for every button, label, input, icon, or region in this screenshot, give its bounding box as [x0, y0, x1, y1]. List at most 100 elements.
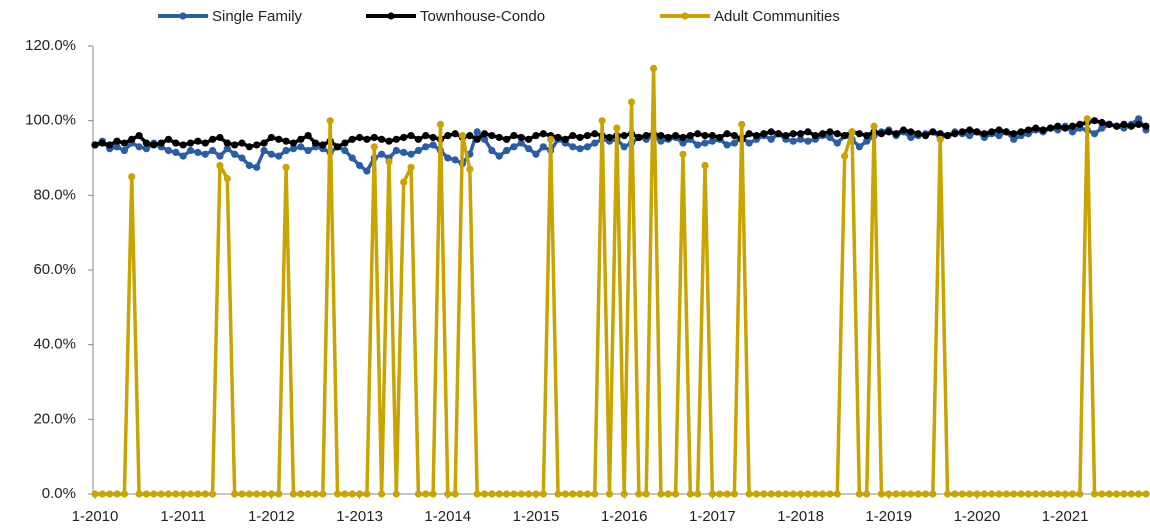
series-marker [1135, 120, 1143, 128]
series-marker [1142, 490, 1150, 498]
series-marker [569, 132, 577, 140]
series-marker [833, 130, 841, 138]
series-marker [951, 490, 959, 498]
series-marker [186, 490, 195, 498]
y-tick-label: 0.0% [42, 485, 76, 502]
series-marker [231, 150, 239, 158]
series-marker [1090, 130, 1099, 138]
series-marker [1039, 490, 1047, 498]
y-tick-label: 80.0% [33, 186, 76, 203]
series-marker [194, 148, 202, 156]
series-marker [525, 490, 533, 498]
series-marker [841, 132, 849, 140]
series-marker [429, 141, 437, 149]
series-marker [128, 173, 136, 181]
y-tick-label: 20.0% [33, 410, 76, 427]
series-marker [752, 132, 761, 140]
series-marker [539, 490, 547, 498]
series-marker [289, 490, 298, 498]
series-marker [91, 141, 99, 149]
series-marker [267, 133, 275, 142]
series-marker [569, 143, 577, 151]
series-marker [583, 132, 592, 140]
series-marker [194, 137, 202, 145]
x-tick-label: 1-2010 [72, 508, 119, 525]
series-marker [730, 132, 739, 140]
series-marker [1039, 126, 1047, 134]
series-marker [98, 139, 106, 147]
series-marker [429, 133, 437, 142]
series-marker [899, 126, 908, 134]
series-marker [1098, 124, 1106, 132]
series-marker [921, 490, 930, 498]
series-marker [120, 490, 128, 498]
series-marker [642, 132, 650, 140]
series-marker [855, 130, 863, 138]
series-marker [966, 132, 974, 140]
series-marker [958, 490, 966, 498]
series-marker [231, 490, 239, 498]
series-marker [951, 130, 959, 138]
series-marker [679, 133, 687, 142]
series-marker [282, 163, 290, 171]
series-marker [422, 143, 430, 151]
series-marker [502, 135, 511, 143]
series-marker [275, 135, 283, 143]
series-marker [701, 132, 709, 140]
series-marker [716, 133, 724, 142]
series-marker [995, 126, 1003, 134]
series-marker [510, 132, 518, 140]
x-tick-label: 1-2021 [1042, 508, 1089, 525]
series-marker [253, 141, 261, 149]
series-marker [1083, 115, 1091, 123]
series-marker [686, 132, 694, 140]
series-marker [407, 150, 415, 158]
series-marker [767, 128, 775, 136]
series-marker [525, 135, 533, 143]
series-marker [179, 490, 187, 498]
series-marker [194, 490, 202, 498]
series-marker [943, 132, 952, 140]
legend-label: Adult Communities [714, 8, 840, 25]
series-marker [1105, 490, 1113, 498]
series-marker [870, 122, 878, 130]
series-marker [708, 132, 716, 140]
series-marker [1032, 490, 1040, 498]
series-marker [172, 148, 180, 156]
series-marker [1142, 122, 1150, 130]
series-marker [135, 132, 143, 140]
series-marker [1068, 122, 1077, 130]
series-marker [348, 135, 356, 143]
series-marker [326, 117, 334, 125]
series-marker [605, 133, 614, 142]
series-marker [348, 154, 356, 162]
series-marker [1054, 490, 1062, 498]
series-marker [238, 154, 246, 162]
series-marker [789, 490, 797, 498]
series-marker [436, 120, 445, 128]
series-marker [172, 139, 180, 147]
y-tick-label: 120.0% [25, 37, 76, 54]
series-marker [1135, 490, 1143, 498]
series-marker [848, 128, 856, 136]
series-marker [488, 132, 496, 140]
series-marker [782, 490, 790, 498]
series-marker [510, 143, 518, 151]
series-marker [1090, 117, 1099, 125]
legend-label: Townhouse-Condo [420, 8, 545, 25]
series-marker [760, 490, 768, 498]
series-marker [1046, 490, 1055, 498]
series-marker [620, 143, 628, 151]
series-marker [811, 490, 819, 498]
series-marker [473, 490, 481, 498]
series-marker [804, 490, 812, 498]
series-marker [701, 161, 709, 170]
series-marker [752, 490, 761, 498]
series-marker [275, 490, 283, 498]
series-marker [289, 145, 298, 153]
series-marker [1135, 115, 1143, 123]
series-marker [113, 137, 121, 145]
series-marker [885, 490, 893, 498]
series-marker [1127, 490, 1135, 498]
series-marker [297, 143, 305, 151]
